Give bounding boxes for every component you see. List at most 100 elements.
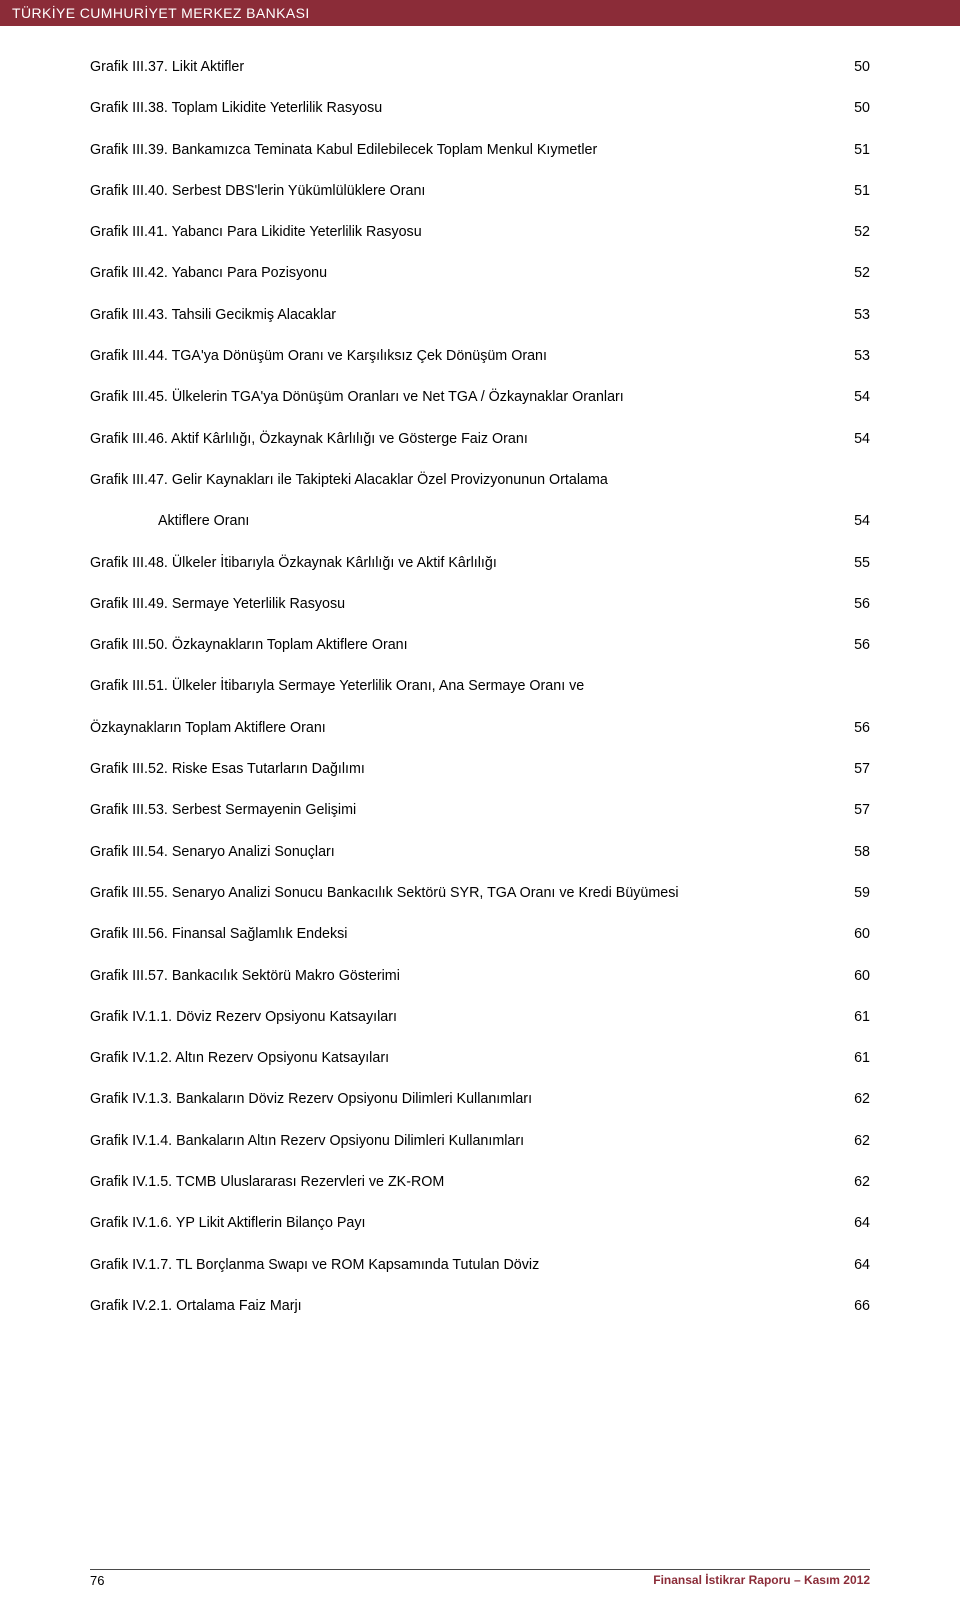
toc-entry-page: 54 [834, 389, 870, 405]
toc-entry-page: 60 [834, 926, 870, 942]
toc-entry-page: 51 [834, 183, 870, 199]
toc-entry-page: 56 [834, 637, 870, 653]
toc-entry-label: Grafik III.51. Ülkeler İtibarıyla Sermay… [90, 677, 584, 696]
toc-entry-label: Özkaynakların Toplam Aktiflere Oranı [90, 719, 326, 738]
toc-entry: Grafik IV.1.5. TCMB Uluslararası Rezervl… [90, 1173, 870, 1192]
toc-entry-page: 57 [834, 761, 870, 777]
toc-entry: Grafik III.51. Ülkeler İtibarıyla Sermay… [90, 677, 870, 696]
toc-entry: Grafik IV.2.1. Ortalama Faiz Marjı 66 [90, 1297, 870, 1316]
toc-entry: Grafik III.41. Yabancı Para Likidite Yet… [90, 223, 870, 242]
document-page: TÜRKİYE CUMHURİYET MERKEZ BANKASI Grafik… [0, 0, 960, 1600]
toc-entry-label: Grafik III.56. Finansal Sağlamlık Endeks… [90, 925, 347, 944]
toc-entry: Grafik IV.1.7. TL Borçlanma Swapı ve ROM… [90, 1256, 870, 1275]
toc-entry-label: Grafik III.38. Toplam Likidite Yeterlili… [90, 99, 382, 118]
toc-entry-page: 64 [834, 1215, 870, 1231]
toc-entry-page: 66 [834, 1298, 870, 1314]
footer-page-number: 76 [90, 1573, 104, 1588]
toc-entry-page: 52 [834, 265, 870, 281]
toc-entry: Grafik III.56. Finansal Sağlamlık Endeks… [90, 925, 870, 944]
toc-entry: Grafik III.55. Senaryo Analizi Sonucu Ba… [90, 884, 870, 903]
toc-entry: Grafik IV.1.2. Altın Rezerv Opsiyonu Kat… [90, 1049, 870, 1068]
toc-entry-page: 59 [834, 885, 870, 901]
toc-entry: Grafik III.47. Gelir Kaynakları ile Taki… [90, 471, 870, 490]
toc-entry-label: Grafik III.46. Aktif Kârlılığı, Özkaynak… [90, 430, 528, 449]
toc-entry-page: 51 [834, 142, 870, 158]
toc-entry-label: Grafik III.40. Serbest DBS'lerin Yükümlü… [90, 182, 425, 201]
toc-entry-label: Grafik III.42. Yabancı Para Pozisyonu [90, 264, 327, 283]
toc-entry: Grafik IV.1.4. Bankaların Altın Rezerv O… [90, 1132, 870, 1151]
toc-entry: Grafik III.46. Aktif Kârlılığı, Özkaynak… [90, 430, 870, 449]
toc-entry-label: Grafik IV.1.1. Döviz Rezerv Opsiyonu Kat… [90, 1008, 397, 1027]
toc-entry-page: 53 [834, 348, 870, 364]
toc-entry-label: Aktiflere Oranı [158, 512, 249, 531]
toc-entry: Grafik III.49. Sermaye Yeterlilik Rasyos… [90, 595, 870, 614]
toc-entry: Grafik III.50. Özkaynakların Toplam Akti… [90, 636, 870, 655]
toc-entry-label: Grafik III.50. Özkaynakların Toplam Akti… [90, 636, 408, 655]
toc-entry-page: 58 [834, 844, 870, 860]
toc-entry-page: 50 [834, 59, 870, 75]
toc-entry: Grafik IV.1.3. Bankaların Döviz Rezerv O… [90, 1090, 870, 1109]
toc-entry: Grafik III.40. Serbest DBS'lerin Yükümlü… [90, 182, 870, 201]
toc-entry-page: 56 [834, 720, 870, 736]
toc-entry-label: Grafik IV.1.5. TCMB Uluslararası Rezervl… [90, 1173, 444, 1192]
toc-entry-label: Grafik III.47. Gelir Kaynakları ile Taki… [90, 471, 608, 490]
footer-rule [90, 1569, 870, 1570]
toc-content: Grafik III.37. Likit Aktifler50Grafik II… [90, 0, 870, 1316]
toc-entry-page: 54 [834, 431, 870, 447]
toc-entry-label: Grafik III.45. Ülkelerin TGA'ya Dönüşüm … [90, 388, 624, 407]
toc-entry-page: 60 [834, 968, 870, 984]
toc-entry: Grafik III.38. Toplam Likidite Yeterlili… [90, 99, 870, 118]
toc-entry-label: Grafik III.53. Serbest Sermayenin Gelişi… [90, 801, 356, 820]
toc-entry: Grafik III.48. Ülkeler İtibarıyla Özkayn… [90, 554, 870, 573]
toc-entry: Grafik III.45. Ülkelerin TGA'ya Dönüşüm … [90, 388, 870, 407]
toc-entry: Aktiflere Oranı 54 [90, 512, 870, 531]
toc-entry-page: 52 [834, 224, 870, 240]
toc-entry-label: Grafik III.39. Bankamızca Teminata Kabul… [90, 141, 597, 160]
toc-entry: Grafik III.43. Tahsili Gecikmiş Alacakla… [90, 306, 870, 325]
toc-entry: Grafik III.44. TGA'ya Dönüşüm Oranı ve K… [90, 347, 870, 366]
toc-entry: Grafik IV.1.1. Döviz Rezerv Opsiyonu Kat… [90, 1008, 870, 1027]
toc-entry-label: Grafik IV.1.7. TL Borçlanma Swapı ve ROM… [90, 1256, 539, 1275]
toc-entry: Grafik III.39. Bankamızca Teminata Kabul… [90, 141, 870, 160]
toc-entry-page: 64 [834, 1257, 870, 1273]
toc-entry-label: Grafik IV.1.3. Bankaların Döviz Rezerv O… [90, 1090, 532, 1109]
toc-entry-page: 61 [834, 1009, 870, 1025]
toc-entry: Grafik III.37. Likit Aktifler 50 [90, 58, 870, 77]
toc-entry-label: Grafik IV.1.4. Bankaların Altın Rezerv O… [90, 1132, 524, 1151]
footer-row: 76 Finansal İstikrar Raporu – Kasım 2012 [90, 1573, 870, 1588]
header-band: TÜRKİYE CUMHURİYET MERKEZ BANKASI [0, 0, 960, 26]
toc-entry: Grafik III.54. Senaryo Analizi Sonuçları… [90, 843, 870, 862]
toc-entry-label: Grafik III.55. Senaryo Analizi Sonucu Ba… [90, 884, 679, 903]
toc-entry-page: 62 [834, 1133, 870, 1149]
page-footer: 76 Finansal İstikrar Raporu – Kasım 2012 [90, 1569, 870, 1588]
toc-entry-label: Grafik III.49. Sermaye Yeterlilik Rasyos… [90, 595, 345, 614]
toc-entry-label: Grafik III.43. Tahsili Gecikmiş Alacakla… [90, 306, 336, 325]
toc-entry-label: Grafik III.54. Senaryo Analizi Sonuçları [90, 843, 335, 862]
toc-entry-page: 62 [834, 1091, 870, 1107]
toc-entry-label: Grafik III.41. Yabancı Para Likidite Yet… [90, 223, 422, 242]
toc-entry-page: 62 [834, 1174, 870, 1190]
toc-entry-label: Grafik IV.2.1. Ortalama Faiz Marjı [90, 1297, 302, 1316]
toc-entry-label: Grafik IV.1.2. Altın Rezerv Opsiyonu Kat… [90, 1049, 389, 1068]
toc-entry-page: 55 [834, 555, 870, 571]
toc-entry: Grafik III.52. Riske Esas Tutarların Dağ… [90, 760, 870, 779]
toc-entry-page: 54 [834, 513, 870, 529]
toc-entry: Grafik IV.1.6. YP Likit Aktiflerin Bilan… [90, 1214, 870, 1233]
toc-entry-label: Grafik III.48. Ülkeler İtibarıyla Özkayn… [90, 554, 497, 573]
toc-entry-label: Grafik III.44. TGA'ya Dönüşüm Oranı ve K… [90, 347, 547, 366]
toc-entry-label: Grafik III.57. Bankacılık Sektörü Makro … [90, 967, 400, 986]
toc-entry-label: Grafik IV.1.6. YP Likit Aktiflerin Bilan… [90, 1214, 366, 1233]
toc-entry: Özkaynakların Toplam Aktiflere Oranı 56 [90, 719, 870, 738]
toc-entry-label: Grafik III.37. Likit Aktifler [90, 58, 244, 77]
toc-entry-page: 50 [834, 100, 870, 116]
header-title: TÜRKİYE CUMHURİYET MERKEZ BANKASI [12, 5, 310, 21]
toc-entry-page: 57 [834, 802, 870, 818]
footer-report-title: Finansal İstikrar Raporu – Kasım 2012 [653, 1573, 870, 1587]
toc-entry-label: Grafik III.52. Riske Esas Tutarların Dağ… [90, 760, 365, 779]
toc-entry-page: 61 [834, 1050, 870, 1066]
toc-entry: Grafik III.53. Serbest Sermayenin Gelişi… [90, 801, 870, 820]
toc-entry: Grafik III.57. Bankacılık Sektörü Makro … [90, 967, 870, 986]
toc-entry-page: 56 [834, 596, 870, 612]
toc-entry: Grafik III.42. Yabancı Para Pozisyonu 52 [90, 264, 870, 283]
toc-entry-page: 53 [834, 307, 870, 323]
